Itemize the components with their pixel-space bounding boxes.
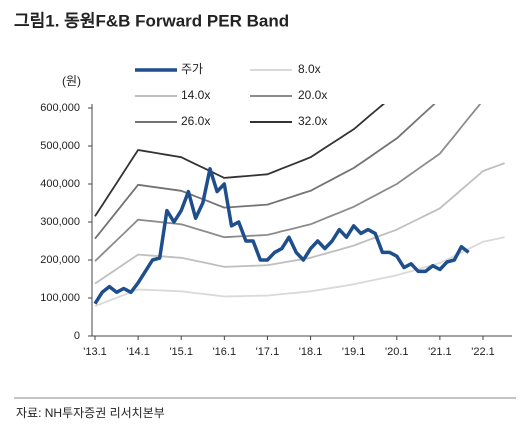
x-tick-label: '18.1 — [299, 346, 323, 358]
legend-label: 주가 — [181, 62, 203, 76]
x-tick-label: '21.1 — [428, 346, 452, 358]
legend-label: 32.0x — [298, 114, 327, 128]
legend-label: 20.0x — [298, 88, 327, 102]
y-tick-label: 200,000 — [40, 254, 80, 266]
plot-area — [93, 104, 505, 307]
legend-label: 14.0x — [181, 88, 210, 102]
x-tick-label: '14.1 — [126, 346, 150, 358]
series-line — [94, 236, 505, 307]
y-unit: (원) — [62, 74, 81, 88]
series-line — [94, 104, 482, 262]
x-tick-label: '20.1 — [385, 346, 409, 358]
y-tick-label: 600,000 — [40, 102, 80, 114]
x-tick-label: '13.1 — [83, 346, 107, 358]
legend-label: 8.0x — [298, 62, 321, 76]
x-tick-label: '16.1 — [213, 346, 237, 358]
x-tick-label: '15.1 — [169, 346, 193, 358]
series-line — [94, 104, 436, 240]
x-tick-label: '17.1 — [256, 346, 280, 358]
source: 자료: NH투자증권 리서치본부 — [16, 406, 165, 420]
y-tick-label: 300,000 — [40, 216, 80, 228]
y-tick-label: 0 — [74, 330, 80, 342]
series-line — [94, 162, 505, 285]
legend-label: 26.0x — [181, 114, 210, 128]
x-tick-label: '22.1 — [471, 346, 495, 358]
y-tick-label: 100,000 — [40, 292, 80, 304]
x-tick-label: '19.1 — [342, 346, 366, 358]
y-tick-label: 500,000 — [40, 140, 80, 152]
series-line — [93, 167, 470, 305]
series-line — [94, 104, 385, 217]
y-tick-label: 400,000 — [40, 178, 80, 190]
chart-title: 그림1. 동원F&B Forward PER Band — [14, 11, 289, 30]
